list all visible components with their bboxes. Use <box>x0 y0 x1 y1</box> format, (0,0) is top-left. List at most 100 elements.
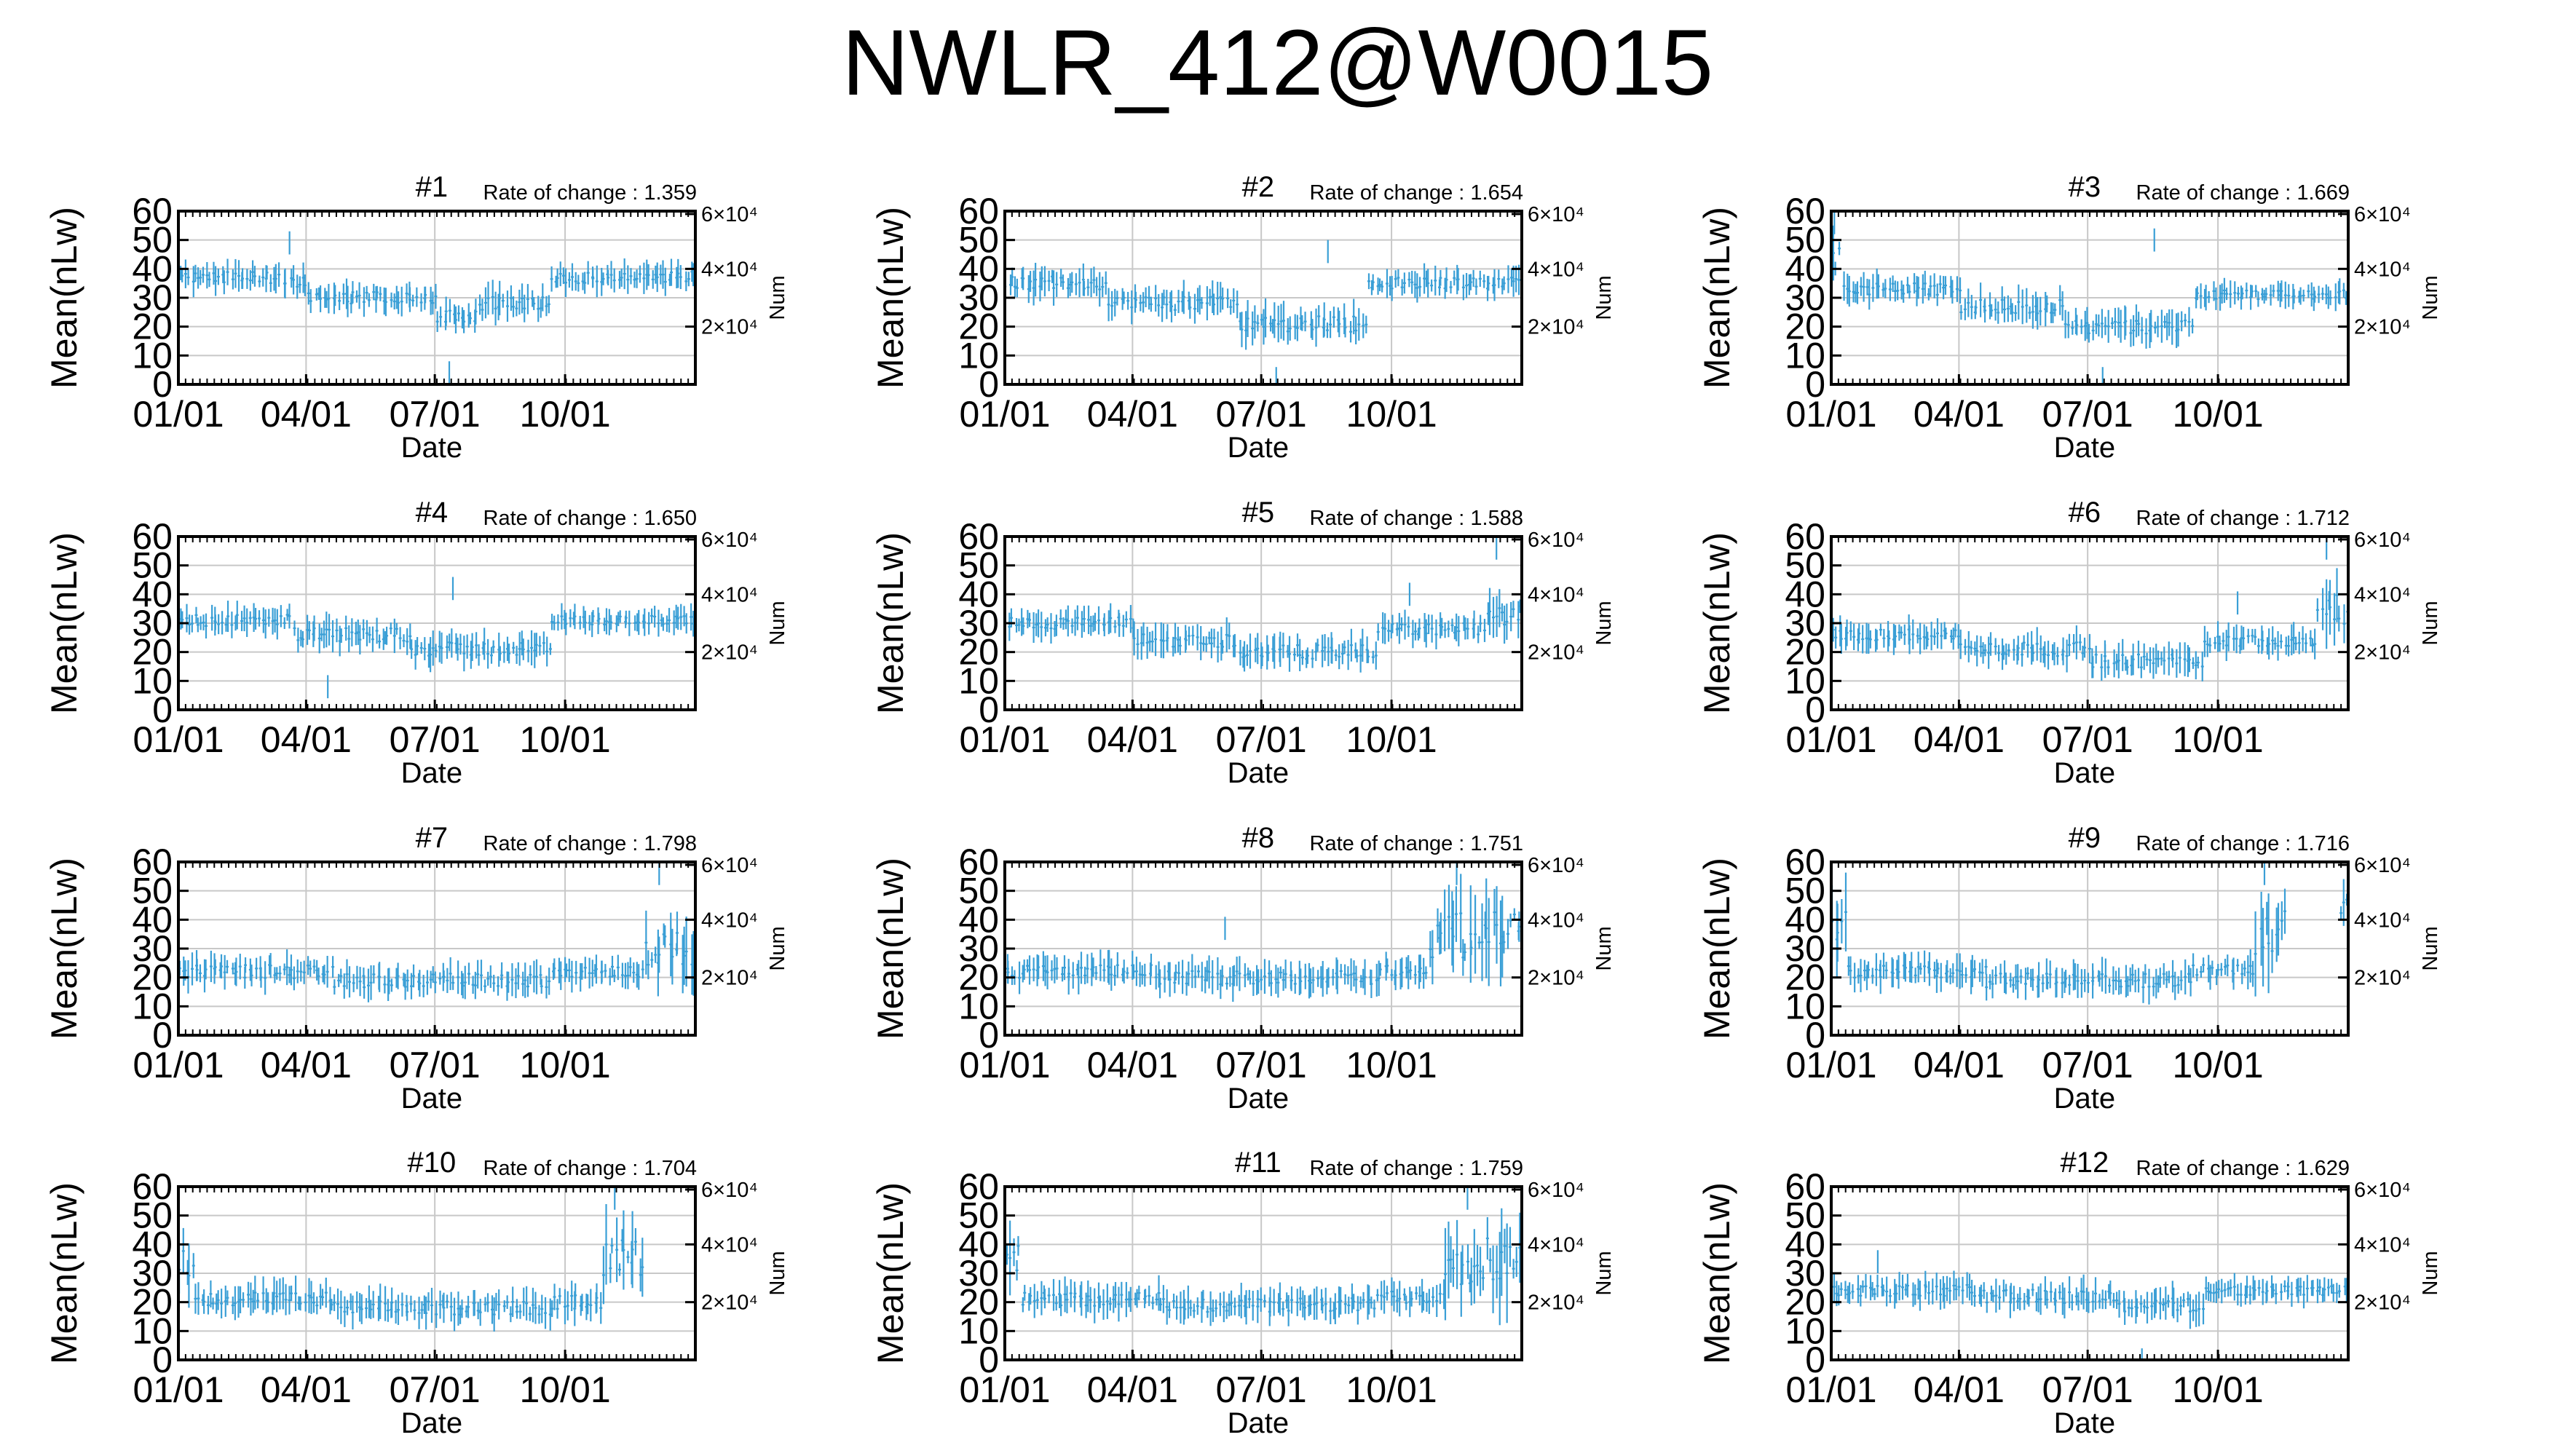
x-tick-label: 04/01 <box>261 394 352 435</box>
subplot-title: #7 <box>416 822 449 854</box>
y-tick-label: 30 <box>958 603 999 644</box>
x-tick-label: 10/01 <box>1346 394 1437 435</box>
subplot-title: #4 <box>416 496 449 529</box>
subplot-title: #8 <box>1242 822 1275 854</box>
page-title: NWLR_412@W0015 <box>841 11 1714 115</box>
y2-tick-label: 4×10⁴ <box>1528 583 1584 606</box>
x-axis-label: Date <box>2054 432 2116 464</box>
subplot-title: #6 <box>2069 496 2101 529</box>
y-tick-label: 0 <box>979 364 999 405</box>
data-series <box>1831 537 2350 681</box>
x-axis-label: Date <box>1228 1083 1290 1115</box>
y-tick-label: 0 <box>152 689 173 730</box>
y-tick-label: 60 <box>958 191 999 232</box>
x-tick-label: 01/01 <box>959 394 1050 435</box>
y-tick-label: 30 <box>132 277 173 318</box>
y-tick-label: 0 <box>152 364 173 405</box>
y2-tick-label: 2×10⁴ <box>1528 967 1584 990</box>
y2-tick-label: 4×10⁴ <box>701 909 758 932</box>
y-axis-label: Mean(nLw) <box>1697 207 1737 389</box>
y2-tick-label: 6×10⁴ <box>1528 529 1584 552</box>
data-series <box>178 1187 644 1332</box>
y-tick-label: 40 <box>132 574 173 614</box>
y-tick-label: 50 <box>1785 220 1825 261</box>
x-tick-label: 04/01 <box>1914 394 2005 435</box>
y-tick-label: 0 <box>1805 1015 1825 1056</box>
y-tick-label: 20 <box>958 632 999 673</box>
y2-tick-label: 6×10⁴ <box>1528 203 1584 226</box>
y-tick-label: 50 <box>132 871 173 911</box>
x-tick-label: 04/01 <box>1914 1045 2005 1085</box>
subplot-title: #2 <box>1242 171 1275 203</box>
rate-of-change-label: Rate of change : 1.669 <box>2136 181 2350 205</box>
y-tick-label: 60 <box>958 842 999 882</box>
y-tick-label: 10 <box>958 986 999 1026</box>
y-tick-label: 20 <box>132 306 173 347</box>
data-series <box>1831 211 2347 384</box>
y-tick-label: 60 <box>132 191 173 232</box>
x-tick-label: 10/01 <box>520 1045 611 1085</box>
x-tick-label: 07/01 <box>390 719 481 760</box>
y2-tick-label: 2×10⁴ <box>701 641 758 665</box>
y-tick-label: 50 <box>1785 545 1825 586</box>
y2-axis-label: Num <box>1592 601 1616 645</box>
y2-tick-label: 4×10⁴ <box>701 583 758 606</box>
y2-tick-label: 2×10⁴ <box>701 967 758 990</box>
x-axis-label: Date <box>401 432 463 464</box>
y-tick-label: 60 <box>1785 191 1825 232</box>
y-tick-label: 20 <box>958 306 999 347</box>
x-tick-label: 01/01 <box>133 719 224 760</box>
y2-tick-label: 4×10⁴ <box>1528 909 1584 932</box>
data-series <box>178 862 695 1002</box>
data-series <box>179 231 695 384</box>
y-tick-label: 40 <box>1785 574 1825 614</box>
y-tick-label: 20 <box>1785 957 1825 998</box>
y2-tick-label: 2×10⁴ <box>1528 316 1584 339</box>
x-tick-label: 10/01 <box>2173 1045 2264 1085</box>
x-tick-label: 01/01 <box>133 1045 224 1085</box>
y-tick-label: 30 <box>1785 603 1825 644</box>
y-tick-label: 10 <box>958 335 999 376</box>
y-tick-label: 20 <box>132 957 173 998</box>
y2-tick-label: 4×10⁴ <box>2354 258 2411 281</box>
y2-axis-label: Num <box>1592 275 1616 320</box>
y-tick-label: 60 <box>958 516 999 557</box>
y2-tick-label: 6×10⁴ <box>1528 854 1584 877</box>
y-tick-label: 0 <box>979 689 999 730</box>
y-tick-label: 40 <box>958 248 999 289</box>
y-tick-label: 10 <box>132 335 173 376</box>
y-tick-label: 0 <box>1805 364 1825 405</box>
x-tick-label: 04/01 <box>261 1045 352 1085</box>
y-tick-label: 0 <box>979 1015 999 1056</box>
rate-of-change-label: Rate of change : 1.716 <box>2136 832 2350 855</box>
data-series <box>1003 240 1521 384</box>
y-tick-label: 30 <box>132 603 173 644</box>
x-tick-label: 10/01 <box>520 394 611 435</box>
y-tick-label: 40 <box>132 248 173 289</box>
y-tick-label: 10 <box>132 986 173 1026</box>
y-tick-label: 50 <box>132 545 173 586</box>
y2-tick-label: 6×10⁴ <box>701 854 758 877</box>
y-axis-label: Mean(nLw) <box>870 532 911 714</box>
y-tick-label: 50 <box>958 871 999 911</box>
y-tick-label: 60 <box>132 842 173 882</box>
y2-axis-label: Num <box>1592 926 1616 970</box>
y-tick-label: 40 <box>1785 248 1825 289</box>
y-tick-label: 50 <box>1785 871 1825 911</box>
rate-of-change-label: Rate of change : 1.650 <box>483 507 697 530</box>
y2-tick-label: 6×10⁴ <box>701 529 758 552</box>
y2-tick-label: 2×10⁴ <box>1528 641 1584 665</box>
y-axis-label: Mean(nLw) <box>1697 858 1737 1040</box>
y2-axis-label: Num <box>2419 926 2442 970</box>
y-tick-label: 30 <box>1785 928 1825 969</box>
x-tick-label: 10/01 <box>2173 719 2264 760</box>
subplot-title: #1 <box>416 171 449 203</box>
y-tick-label: 30 <box>1785 277 1825 318</box>
x-axis-label: Date <box>2054 1083 2116 1115</box>
